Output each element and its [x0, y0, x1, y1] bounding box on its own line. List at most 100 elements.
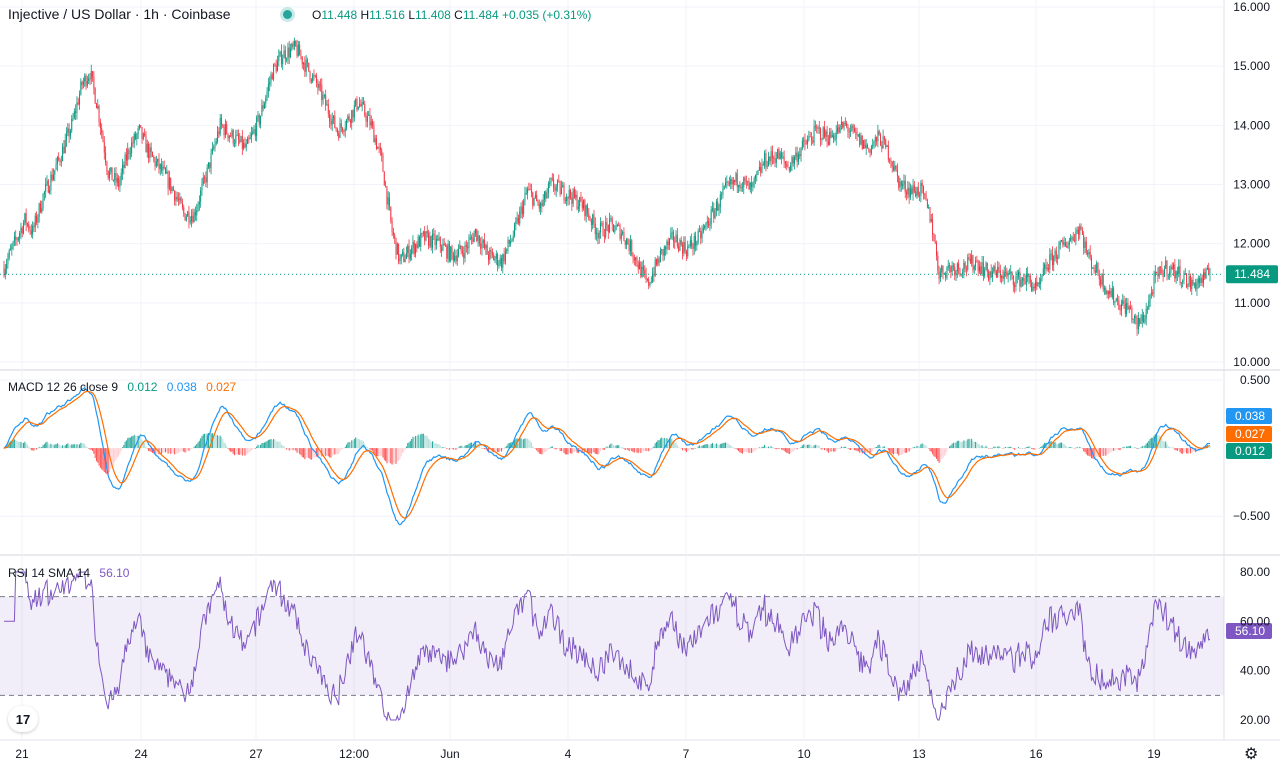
- candle[interactable]: [671, 226, 673, 240]
- candle[interactable]: [770, 146, 772, 167]
- candle[interactable]: [247, 136, 249, 145]
- candle[interactable]: [624, 240, 626, 249]
- candle[interactable]: [421, 232, 423, 238]
- candle[interactable]: [1192, 273, 1194, 286]
- candle[interactable]: [89, 72, 91, 85]
- candle[interactable]: [736, 169, 738, 194]
- candle[interactable]: [205, 171, 207, 188]
- candle[interactable]: [1176, 266, 1178, 282]
- symbol-title[interactable]: Injective / US Dollar · 1h · Coinbase: [8, 6, 231, 22]
- candle[interactable]: [108, 167, 110, 182]
- candle[interactable]: [925, 191, 927, 201]
- candle[interactable]: [764, 150, 766, 169]
- candle[interactable]: [702, 223, 704, 234]
- candle[interactable]: [1166, 260, 1168, 281]
- candle[interactable]: [214, 138, 216, 152]
- candle[interactable]: [236, 129, 238, 137]
- candle[interactable]: [11, 243, 13, 256]
- candle[interactable]: [1034, 277, 1036, 295]
- candle[interactable]: [260, 115, 262, 129]
- candle[interactable]: [906, 189, 908, 201]
- candle[interactable]: [417, 234, 419, 249]
- candle[interactable]: [1005, 265, 1007, 277]
- candle[interactable]: [412, 235, 414, 255]
- candle[interactable]: [204, 174, 206, 184]
- candle[interactable]: [527, 186, 529, 200]
- candle[interactable]: [980, 262, 982, 276]
- candle[interactable]: [1054, 248, 1056, 262]
- candle[interactable]: [284, 45, 286, 65]
- candle[interactable]: [411, 245, 413, 261]
- candle[interactable]: [364, 100, 366, 118]
- candle[interactable]: [543, 190, 545, 206]
- candle[interactable]: [1098, 269, 1100, 286]
- candle[interactable]: [115, 166, 117, 190]
- candle[interactable]: [873, 140, 875, 149]
- candle[interactable]: [399, 254, 401, 265]
- candle[interactable]: [988, 269, 990, 282]
- candle[interactable]: [920, 180, 922, 203]
- candle[interactable]: [958, 259, 960, 275]
- candle[interactable]: [217, 125, 219, 144]
- candle[interactable]: [1089, 245, 1091, 261]
- candle[interactable]: [878, 129, 880, 136]
- candle[interactable]: [119, 176, 121, 193]
- candle[interactable]: [838, 124, 840, 135]
- candle[interactable]: [521, 200, 523, 219]
- candle[interactable]: [1015, 271, 1017, 292]
- candle[interactable]: [744, 175, 746, 185]
- candle[interactable]: [1187, 283, 1189, 290]
- candle[interactable]: [628, 238, 630, 255]
- tradingview-logo-icon[interactable]: 17: [8, 706, 38, 732]
- candle[interactable]: [187, 210, 189, 217]
- candle[interactable]: [985, 261, 987, 271]
- candle[interactable]: [581, 196, 583, 212]
- candle[interactable]: [274, 62, 276, 67]
- candle[interactable]: [751, 175, 753, 194]
- candle[interactable]: [295, 40, 297, 47]
- candle[interactable]: [467, 241, 469, 255]
- candle[interactable]: [859, 132, 861, 148]
- candle[interactable]: [218, 127, 220, 139]
- candle[interactable]: [197, 201, 199, 213]
- candle[interactable]: [1200, 273, 1202, 287]
- candle[interactable]: [899, 177, 901, 193]
- candle[interactable]: [795, 146, 797, 161]
- candle[interactable]: [120, 168, 122, 186]
- candle[interactable]: [469, 231, 471, 241]
- candle[interactable]: [555, 183, 557, 197]
- candle[interactable]: [52, 168, 54, 181]
- candle[interactable]: [185, 214, 187, 222]
- candle[interactable]: [1070, 234, 1072, 242]
- candle[interactable]: [480, 237, 482, 255]
- candle[interactable]: [1028, 273, 1030, 285]
- candle[interactable]: [377, 146, 379, 149]
- candle[interactable]: [829, 127, 831, 146]
- candle[interactable]: [300, 49, 302, 60]
- candle[interactable]: [346, 118, 348, 131]
- candle[interactable]: [1021, 277, 1023, 287]
- candle[interactable]: [45, 177, 47, 199]
- candle[interactable]: [1117, 294, 1119, 306]
- candle[interactable]: [823, 120, 825, 139]
- candle[interactable]: [107, 170, 109, 181]
- candle[interactable]: [1040, 274, 1042, 291]
- candle[interactable]: [926, 198, 928, 209]
- candle[interactable]: [688, 244, 690, 249]
- candle[interactable]: [303, 61, 305, 71]
- candle[interactable]: [559, 180, 561, 197]
- candle[interactable]: [982, 256, 984, 281]
- candle[interactable]: [912, 178, 914, 201]
- candle[interactable]: [738, 184, 740, 193]
- candle[interactable]: [1126, 297, 1128, 317]
- candle[interactable]: [554, 183, 556, 195]
- candle[interactable]: [162, 160, 164, 177]
- candle[interactable]: [814, 120, 816, 132]
- candle[interactable]: [507, 236, 509, 254]
- candle[interactable]: [24, 212, 26, 226]
- candle[interactable]: [227, 133, 229, 142]
- candle[interactable]: [705, 222, 707, 231]
- candle[interactable]: [514, 222, 516, 238]
- candle[interactable]: [262, 100, 264, 112]
- candle[interactable]: [382, 152, 384, 173]
